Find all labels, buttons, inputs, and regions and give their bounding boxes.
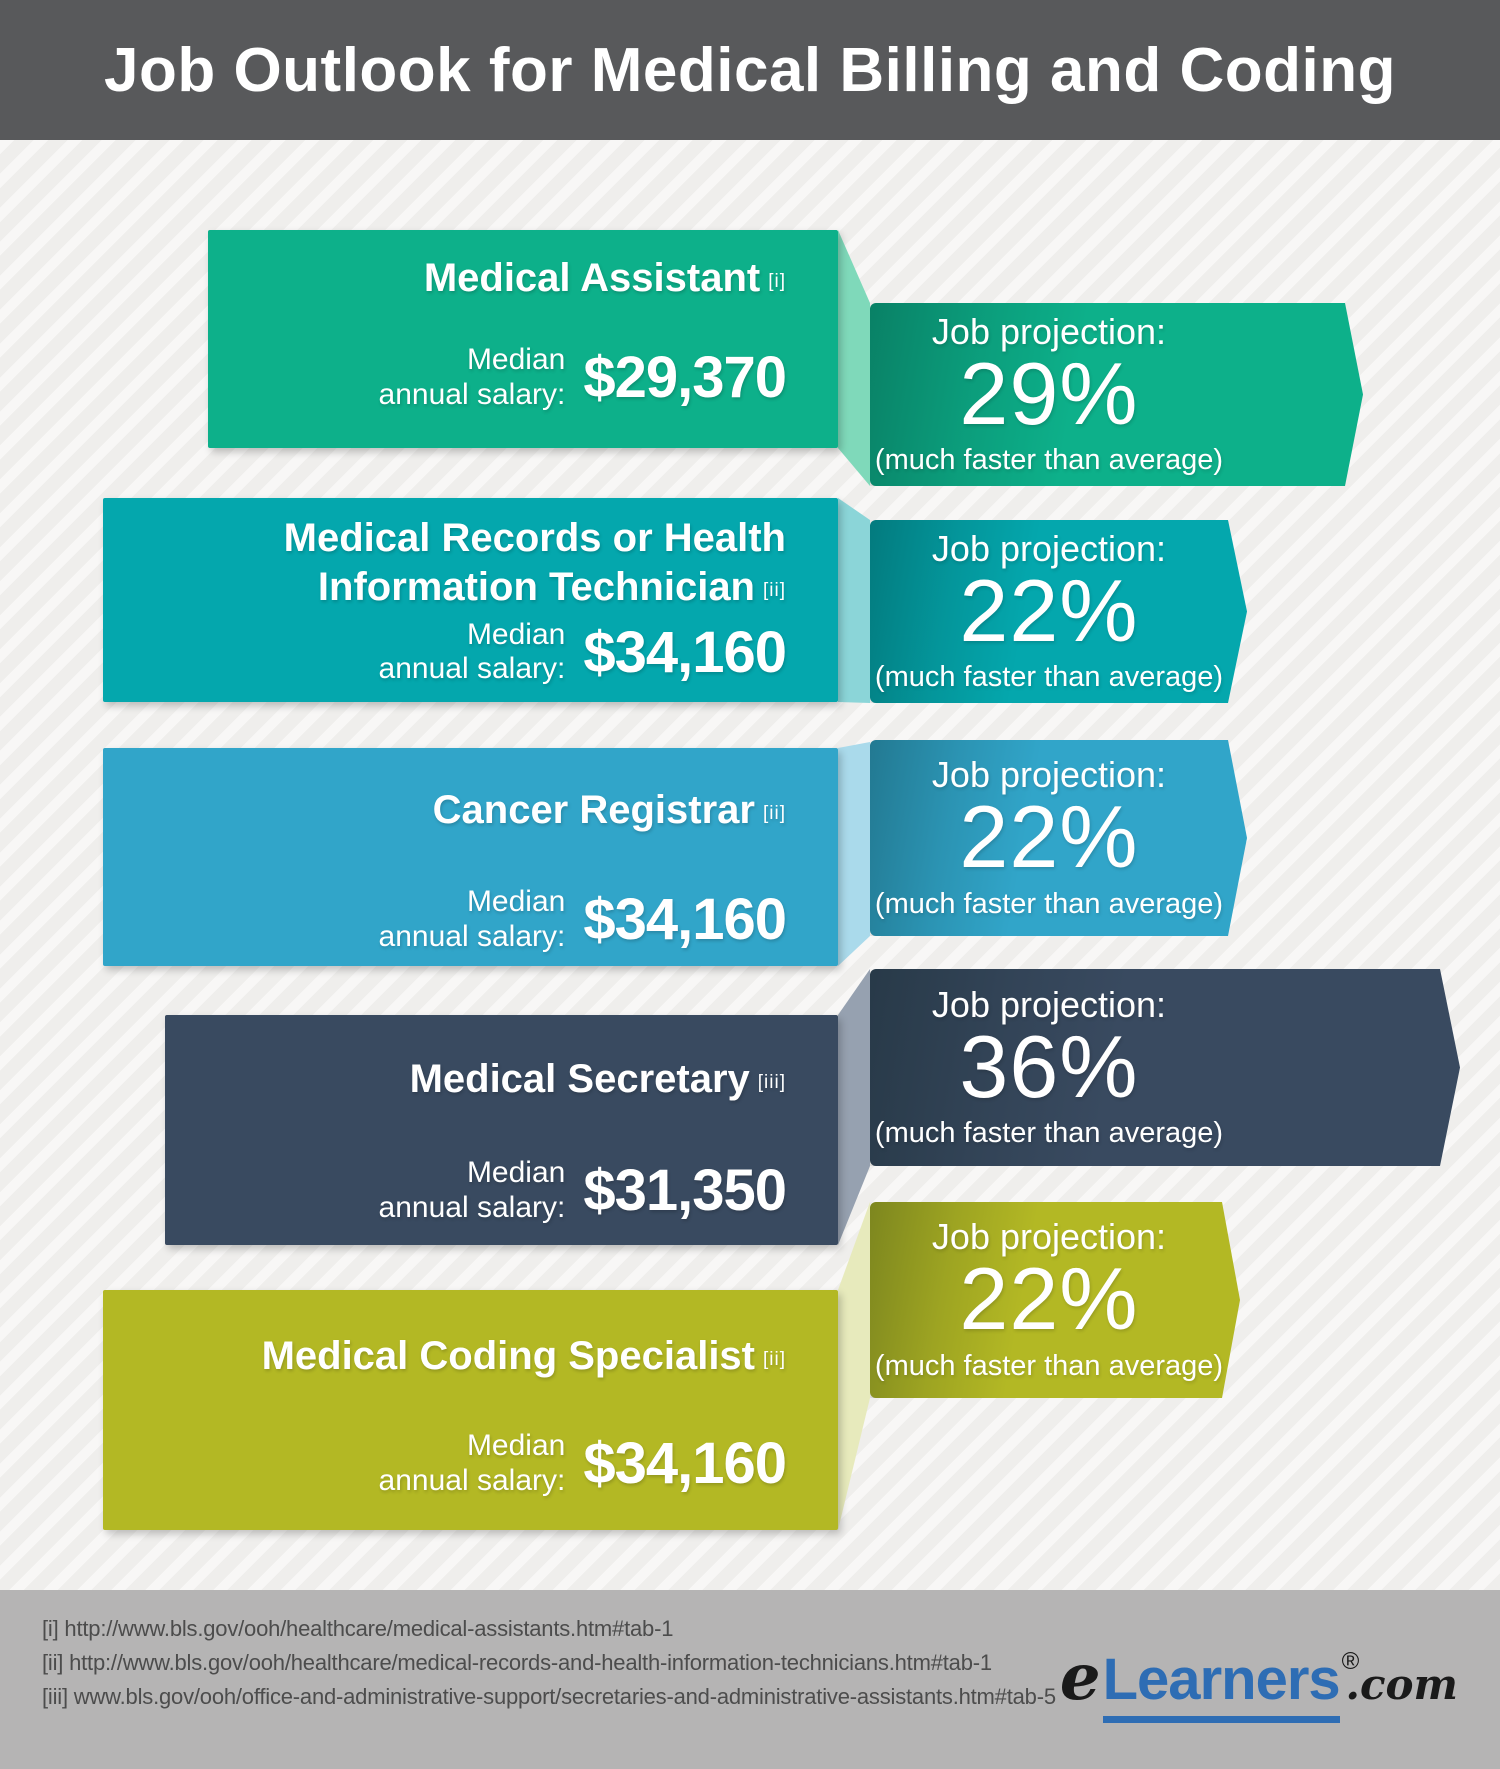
citation-ref: [ii] bbox=[763, 1349, 786, 1370]
salary-value: $31,350 bbox=[583, 1158, 787, 1224]
fold-shape bbox=[838, 498, 870, 703]
projection-text: Job projection: 22% (much faster than av… bbox=[870, 520, 1228, 703]
job-card-content: Medical Assistant [i] Median annual salar… bbox=[238, 230, 787, 448]
projection-note: (much faster than average) bbox=[874, 1117, 1224, 1150]
projection-label: Job projection: bbox=[931, 1216, 1167, 1258]
projection-banner: Job projection: 29% (much faster than av… bbox=[870, 303, 1363, 486]
projection-banner: Job projection: 36% (much faster than av… bbox=[870, 969, 1460, 1166]
salary-label: Median annual salary: bbox=[378, 1428, 566, 1497]
citation-line-2: [ii] http://www.bls.gov/ooh/healthcare/m… bbox=[42, 1650, 992, 1675]
projection-banner: Job projection: 22% (much faster than av… bbox=[870, 520, 1247, 703]
projection-note: (much faster than average) bbox=[874, 661, 1224, 694]
projection-banner: Job projection: 22% (much faster than av… bbox=[870, 740, 1247, 936]
header: Job Outlook for Medical Billing and Codi… bbox=[0, 0, 1500, 140]
registered-mark-icon: ® bbox=[1341, 1648, 1360, 1675]
citation-ref: [ii] bbox=[763, 579, 786, 601]
salary-value: $34,160 bbox=[583, 619, 787, 685]
job-card-content: Medical Records or Health Information Te… bbox=[133, 498, 787, 702]
projection-value: 36% bbox=[959, 1016, 1139, 1116]
fold-shape bbox=[838, 742, 870, 966]
citation-ref: [i] bbox=[768, 271, 786, 292]
citation-line-3: [iii] www.bls.gov/ooh/office-and-adminis… bbox=[42, 1684, 1056, 1709]
salary-label: Median annual salary: bbox=[378, 884, 566, 953]
projection-text: Job projection: 22% (much faster than av… bbox=[870, 740, 1228, 936]
projection-text: Job projection: 22% (much faster than av… bbox=[870, 1202, 1228, 1398]
footer: [i] http://www.bls.gov/ooh/healthcare/me… bbox=[0, 1590, 1500, 1769]
projection-note: (much faster than average) bbox=[874, 1349, 1224, 1382]
job-title: Medical Secretary [iii] bbox=[409, 1057, 786, 1101]
job-card: Cancer Registrar [ii] Median annual salar… bbox=[103, 748, 838, 966]
job-title: Cancer Registrar [ii] bbox=[432, 788, 786, 832]
logo-suffix: .com bbox=[1345, 1660, 1458, 1709]
job-card-content: Medical Coding Specialist [ii] Median ann… bbox=[133, 1290, 787, 1530]
salary-label: Median annual salary: bbox=[378, 1155, 566, 1224]
job-card: Medical Secretary [iii] Median annual sal… bbox=[165, 1015, 838, 1245]
elearners-logo: e Learners ® .com bbox=[1060, 1640, 1458, 1723]
citation-ref: [ii] bbox=[763, 803, 786, 824]
salary-row: Median annual salary: $34,160 bbox=[133, 617, 787, 688]
job-card: Medical Assistant [i] Median annual salar… bbox=[208, 230, 838, 448]
projection-value: 22% bbox=[959, 1249, 1139, 1349]
projection-banner: Job projection: 22% (much faster than av… bbox=[870, 1202, 1240, 1398]
salary-label: Median annual salary: bbox=[378, 342, 566, 411]
salary-row: Median annual salary: $29,370 bbox=[238, 342, 787, 413]
salary-value: $34,160 bbox=[583, 887, 787, 953]
projection-text: Job projection: 29% (much faster than av… bbox=[870, 303, 1228, 486]
projection-label: Job projection: bbox=[931, 527, 1167, 569]
projection-label: Job projection: bbox=[931, 754, 1167, 796]
projection-note: (much faster than average) bbox=[874, 444, 1224, 477]
job-card: Medical Records or Health Information Te… bbox=[103, 498, 838, 702]
projection-label: Job projection: bbox=[931, 983, 1167, 1025]
salary-value: $34,160 bbox=[583, 1431, 787, 1497]
page-title: Job Outlook for Medical Billing and Codi… bbox=[104, 35, 1396, 105]
salary-row: Median annual salary: $34,160 bbox=[133, 1428, 787, 1499]
citation-ref: [iii] bbox=[757, 1072, 786, 1093]
job-title: Medical Coding Specialist [ii] bbox=[261, 1334, 786, 1378]
projection-text: Job projection: 36% (much faster than av… bbox=[870, 969, 1228, 1166]
projection-value: 29% bbox=[959, 343, 1139, 443]
job-card-content: Medical Secretary [iii] Median annual sal… bbox=[195, 1015, 787, 1245]
job-title: Medical Assistant [i] bbox=[423, 256, 786, 300]
projection-label: Job projection: bbox=[931, 310, 1167, 352]
projection-value: 22% bbox=[959, 787, 1139, 887]
salary-row: Median annual salary: $31,350 bbox=[195, 1155, 787, 1226]
salary-value: $29,370 bbox=[583, 345, 787, 411]
logo-name: Learners bbox=[1102, 1646, 1341, 1723]
salary-label: Median annual salary: bbox=[378, 617, 566, 686]
job-card: Medical Coding Specialist [ii] Median ann… bbox=[103, 1290, 838, 1530]
projection-value: 22% bbox=[959, 560, 1139, 660]
job-card-content: Cancer Registrar [ii] Median annual salar… bbox=[133, 748, 787, 966]
citations: [i] http://www.bls.gov/ooh/healthcare/me… bbox=[42, 1612, 1056, 1714]
logo-prefix: e bbox=[1059, 1640, 1101, 1715]
salary-row: Median annual salary: $34,160 bbox=[133, 884, 787, 955]
citation-line-1: [i] http://www.bls.gov/ooh/healthcare/me… bbox=[42, 1616, 674, 1641]
projection-note: (much faster than average) bbox=[874, 887, 1224, 920]
job-title: Medical Records or Health Information Te… bbox=[283, 516, 786, 609]
